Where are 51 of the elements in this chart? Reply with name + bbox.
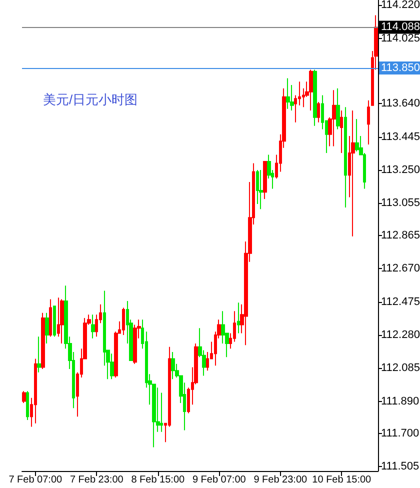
- candlestick: [313, 69, 317, 126]
- y-tick-label: 111.700: [381, 428, 420, 440]
- candlestick: [37, 336, 41, 373]
- y-tick-label: 113.055: [381, 197, 420, 210]
- candlestick: [259, 170, 263, 210]
- y-tick-label: 112.280: [381, 328, 420, 341]
- x-tick-label: 10 Feb 15:00: [312, 474, 372, 486]
- candlestick: [49, 298, 52, 338]
- candlestick: [34, 358, 37, 424]
- candlestick: [22, 390, 26, 404]
- candlestick: [367, 100, 370, 146]
- x-tick-label: 9 Feb 23:00: [254, 474, 308, 486]
- candlestick: [263, 161, 267, 200]
- candlestick: [91, 314, 95, 339]
- x-tick-label: 7 Feb 23:00: [70, 474, 124, 486]
- candlestick: [332, 90, 336, 147]
- candlestick: [317, 102, 320, 123]
- ref-line-label: 114.088: [381, 21, 420, 34]
- y-tick-label: 113.445: [381, 130, 420, 143]
- candlestick: [53, 306, 56, 338]
- y-tick-label: 114.220: [381, 0, 420, 12]
- candlestick: [344, 106, 347, 208]
- y-tick-label: 112.475: [381, 296, 420, 308]
- candlestick: [110, 353, 114, 380]
- candlestick: [122, 307, 125, 336]
- candlestick: [256, 170, 259, 205]
- candlestick: [237, 302, 240, 334]
- candlestick: [340, 110, 343, 154]
- candlestick: [355, 118, 359, 152]
- candlestick: [45, 312, 49, 344]
- candlestick: [351, 110, 355, 237]
- candlestick: [26, 390, 29, 420]
- y-tick-label: 114.025: [381, 32, 420, 44]
- y-tick-label: 113.640: [381, 98, 420, 110]
- y-tick-label: 112.085: [381, 362, 420, 374]
- candlestick: [60, 298, 64, 344]
- candlestick: [336, 88, 340, 130]
- x-tick-label: 9 Feb 07:00: [192, 474, 246, 486]
- text: 美元/日元小时图: [43, 92, 138, 107]
- y-tick-label: 111.890: [381, 395, 420, 408]
- y-tick-label: 111.505: [381, 460, 420, 473]
- candlestick: [286, 78, 290, 110]
- y-tick-label: 112.670: [381, 262, 420, 275]
- y-tick-label: 112.865: [381, 230, 420, 242]
- y-tick-label: 113.250: [381, 164, 420, 176]
- candlestick: [41, 312, 45, 370]
- x-tick-label: 8 Feb 15:00: [131, 474, 186, 486]
- candlestick: [309, 69, 313, 112]
- ref-line-label: 113.850: [381, 62, 420, 74]
- candlestick: [171, 351, 175, 380]
- x-tick-label: 7 Feb 07:00: [8, 474, 63, 486]
